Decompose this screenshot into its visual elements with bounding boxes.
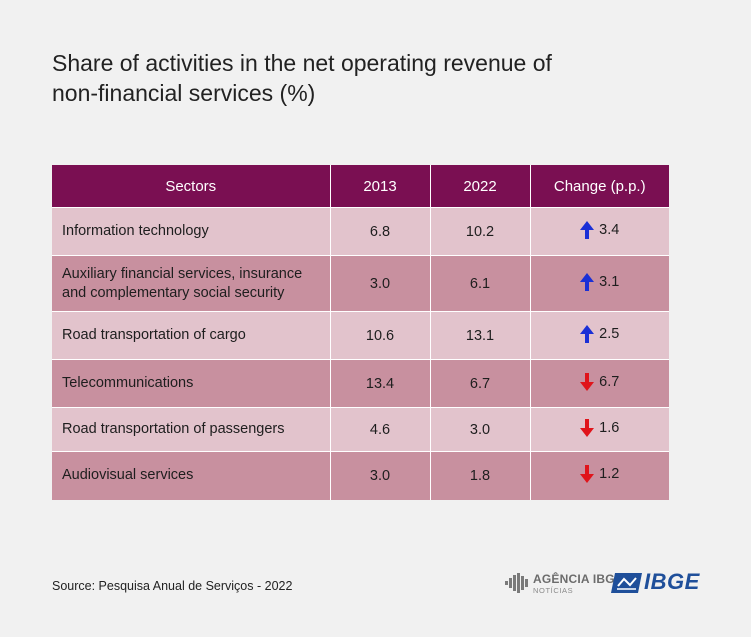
value-2022-cell: 1.8 bbox=[430, 451, 531, 500]
change-value: 1.2 bbox=[599, 465, 620, 482]
source-note: Source: Pesquisa Anual de Serviços - 202… bbox=[52, 579, 293, 593]
arrow-down-icon bbox=[580, 464, 595, 483]
table-row: Audiovisual services 3.0 1.8 1.2 bbox=[52, 451, 669, 500]
sector-name-line: Auxiliary financial services, insurance bbox=[62, 265, 303, 282]
sector-cell: Information technology bbox=[52, 207, 331, 256]
value-2022-cell: 6.7 bbox=[430, 359, 531, 408]
column-header-2022: 2022 bbox=[430, 165, 531, 208]
column-header-2013: 2013 bbox=[330, 165, 431, 208]
sector-name-line: Audiovisual services bbox=[62, 467, 194, 484]
value-2022-cell: 13.1 bbox=[430, 311, 531, 360]
ibge-logo-text: IBGE bbox=[644, 569, 700, 594]
column-header-change: Change (p.p.) bbox=[530, 165, 669, 208]
sector-name-line: Road transportation of cargo bbox=[62, 327, 246, 343]
value-2013-cell: 6.8 bbox=[330, 207, 431, 256]
change-cell: 1.2 bbox=[530, 451, 669, 500]
value-2013-cell: 3.0 bbox=[330, 451, 431, 500]
change-cell: 6.7 bbox=[530, 359, 669, 408]
change-cell: 3.1 bbox=[530, 255, 669, 312]
chart-title: Share of activities in the net operating… bbox=[52, 48, 672, 108]
sector-cell: Auxiliary financial services, insurance a… bbox=[52, 255, 331, 312]
change-value: 2.5 bbox=[599, 325, 620, 342]
arrow-up-icon bbox=[580, 324, 595, 343]
ibge-logo-icon bbox=[611, 573, 642, 593]
change-value-group: 3.4 bbox=[580, 220, 620, 239]
sector-cell: Road transportation of passengers bbox=[52, 407, 331, 452]
change-value: 6.7 bbox=[599, 373, 620, 390]
arrow-up-icon bbox=[580, 272, 595, 291]
sector-cell: Road transportation of cargo bbox=[52, 311, 331, 360]
chart-title-line-2: non-financial services (%) bbox=[52, 80, 316, 106]
agencia-ibge-logo-icon bbox=[505, 573, 528, 593]
value-2013-cell: 4.6 bbox=[330, 407, 431, 452]
arrow-up-icon bbox=[580, 220, 595, 239]
agencia-ibge-brand-text: AGÊNCIA IBGE bbox=[533, 572, 623, 586]
agencia-ibge-sub-text: NOTÍCIAS bbox=[533, 586, 574, 595]
sector-name-line: Information technology bbox=[62, 223, 209, 239]
change-cell: 1.6 bbox=[530, 407, 669, 452]
table-row: Telecommunications 13.4 6.7 6.7 bbox=[52, 359, 669, 408]
value-2022-cell: 10.2 bbox=[430, 207, 531, 256]
data-table: Sectors 2013 2022 Change (p.p.) Informat… bbox=[52, 165, 669, 500]
change-value-group: 1.2 bbox=[580, 464, 620, 483]
table-row: Road transportation of passengers 4.6 3.0 1… bbox=[52, 407, 669, 452]
arrow-down-icon bbox=[580, 418, 595, 437]
change-value-group: 2.5 bbox=[580, 324, 620, 343]
change-cell: 3.4 bbox=[530, 207, 669, 256]
chart-title-line-1: Share of activities in the net operating… bbox=[52, 50, 552, 76]
change-value-group: 6.7 bbox=[580, 372, 620, 391]
sector-cell: Audiovisual services bbox=[52, 451, 331, 500]
arrow-down-icon bbox=[580, 372, 595, 391]
change-value: 3.1 bbox=[599, 273, 620, 290]
sector-cell: Telecommunications bbox=[52, 359, 331, 408]
sector-name-line: and complementary social security bbox=[62, 284, 285, 301]
value-2022-cell: 3.0 bbox=[430, 407, 531, 452]
table-header-row: Sectors 2013 2022 Change (p.p.) bbox=[52, 165, 669, 208]
table-row: Information technology 6.8 10.2 3.4 bbox=[52, 207, 669, 256]
change-value: 3.4 bbox=[599, 221, 620, 238]
change-value-group: 1.6 bbox=[580, 418, 620, 437]
value-2022-cell: 6.1 bbox=[430, 255, 531, 312]
agencia-ibge-logo: AGÊNCIA IBGE NOTÍCIAS bbox=[505, 571, 623, 597]
value-2013-cell: 3.0 bbox=[330, 255, 431, 312]
value-2013-cell: 10.6 bbox=[330, 311, 431, 360]
ibge-logo: IBGE bbox=[610, 569, 706, 596]
table-body: Information technology 6.8 10.2 3.4 Auxiliar… bbox=[52, 207, 669, 500]
sector-name-line: Telecommunications bbox=[62, 375, 194, 391]
value-2013-cell: 13.4 bbox=[330, 359, 431, 408]
table-row: Auxiliary financial services, insurance a… bbox=[52, 255, 669, 312]
change-value: 1.6 bbox=[599, 419, 620, 436]
sector-name-line: Road transportation of passengers bbox=[62, 421, 285, 437]
table-row: Road transportation of cargo 10.6 13.1 2.5 bbox=[52, 311, 669, 360]
change-cell: 2.5 bbox=[530, 311, 669, 360]
column-header-sectors: Sectors bbox=[52, 165, 331, 208]
change-value-group: 3.1 bbox=[580, 272, 620, 291]
